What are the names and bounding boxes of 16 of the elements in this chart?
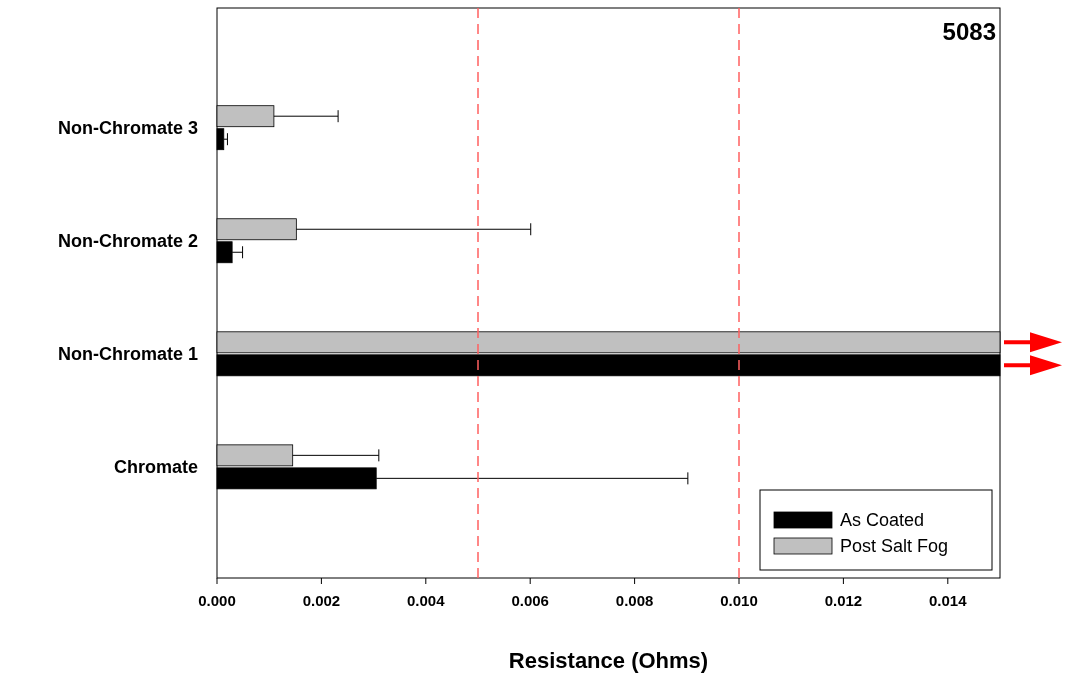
x-tick-label: 0.014 — [929, 592, 968, 609]
x-tick-label: 0.006 — [511, 592, 549, 609]
x-tick-label: 0.008 — [615, 592, 654, 609]
y-tick-label: Chromate — [113, 456, 198, 477]
legend-label: As Coated — [840, 510, 925, 530]
x-tick-label: 0.012 — [824, 592, 863, 609]
legend-label: Post Salt Fog — [840, 536, 949, 556]
x-axis-title: Resistance (Ohms) — [508, 648, 709, 673]
x-tick-label: 0.010 — [720, 592, 758, 609]
annotation: 5083 — [942, 18, 996, 45]
y-tick-label: Non-Chromate 2 — [57, 230, 198, 251]
x-tick-label: 0.000 — [198, 592, 236, 609]
x-tick-label: 0.004 — [407, 592, 446, 609]
y-tick-label: Non-Chromate 3 — [57, 117, 198, 138]
x-tick-label: 0.002 — [302, 592, 341, 609]
y-tick-label: Non-Chromate 1 — [57, 343, 198, 364]
